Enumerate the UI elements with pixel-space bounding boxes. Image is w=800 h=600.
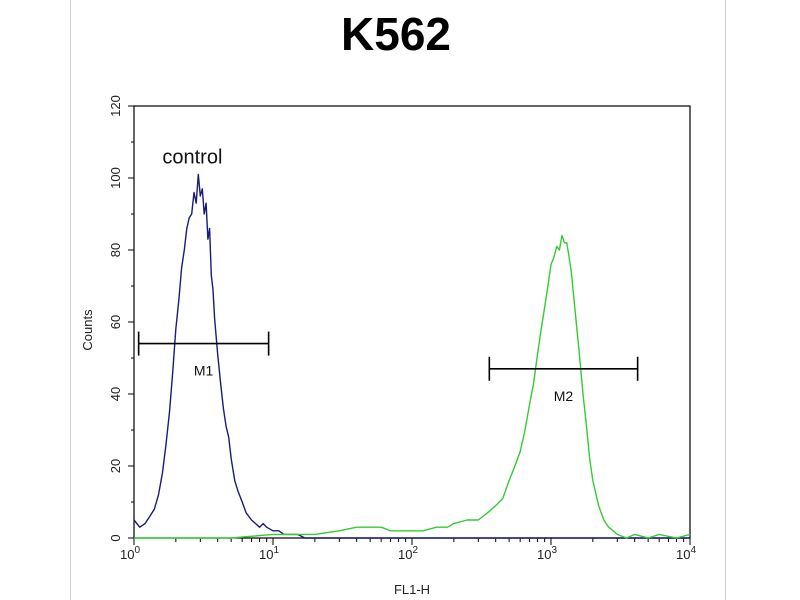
- x-tick-exponent: 1: [273, 545, 279, 556]
- x-tick-base: 10: [398, 547, 412, 562]
- series-line-2: [134, 234, 691, 539]
- x-tick-base: 10: [537, 547, 551, 562]
- histogram-series: [133, 173, 691, 539]
- marker-gates: M1 M2: [137, 331, 639, 404]
- x-tick-label: 104: [676, 545, 696, 562]
- chart-frame: [70, 0, 726, 600]
- x-tick-exponent: 2: [412, 545, 418, 556]
- y-axis-label: Counts: [80, 309, 95, 351]
- x-tick-label: 102: [398, 545, 418, 562]
- y-tick-label: 80: [108, 243, 123, 257]
- x-tick-base: 10: [259, 547, 273, 562]
- x-tick-label: 101: [259, 545, 279, 562]
- x-tick-exponent: 0: [134, 545, 140, 556]
- y-tick-label: 40: [108, 387, 123, 401]
- control-annotation: control: [162, 147, 222, 169]
- y-axis-ticks: 0 20 40 60 80 100 120: [108, 95, 134, 542]
- y-tick-label: 60: [108, 315, 123, 329]
- series-line-1: [133, 173, 690, 539]
- gate-label: M2: [554, 388, 574, 404]
- y-tick-label: 0: [108, 534, 123, 541]
- x-tick-base: 10: [676, 547, 690, 562]
- x-tick-exponent: 3: [551, 545, 557, 556]
- x-tick-label: 103: [537, 545, 557, 562]
- gate-label: M1: [194, 363, 214, 379]
- y-tick-label: 120: [108, 95, 123, 117]
- y-tick-label: 100: [108, 167, 123, 189]
- chart-title: K562: [341, 8, 451, 60]
- x-tick-exponent: 4: [690, 545, 696, 556]
- x-axis-label: FL1-H: [394, 582, 430, 597]
- x-tick-base: 10: [120, 547, 134, 562]
- x-tick-label: 100: [120, 545, 140, 562]
- x-axis-ticks: 100 101 102 103 104: [120, 538, 696, 562]
- y-tick-label: 20: [108, 459, 123, 473]
- plot-area-border: [133, 105, 691, 539]
